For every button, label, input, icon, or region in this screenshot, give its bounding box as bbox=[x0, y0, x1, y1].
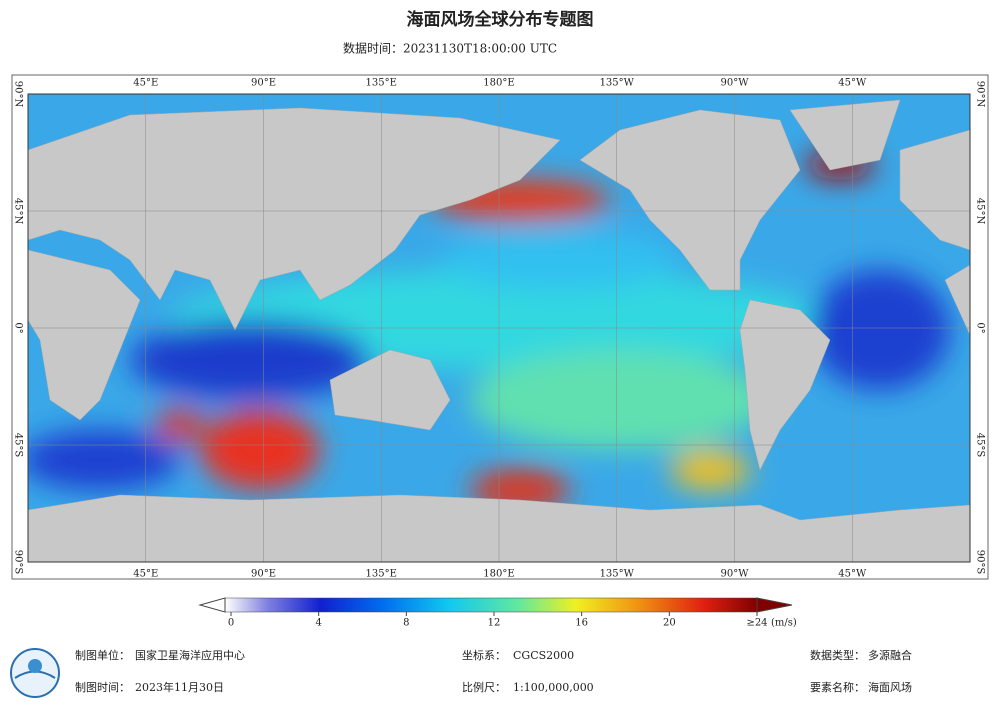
lat-label-right: 90°N bbox=[975, 81, 986, 108]
lon-label-top: 45°E bbox=[133, 78, 158, 89]
footer-label: 比例尺： bbox=[462, 680, 506, 694]
lon-label-top: 45°W bbox=[838, 78, 867, 89]
lon-label-bottom: 135°W bbox=[600, 569, 635, 580]
lat-label-right: 45°N bbox=[975, 198, 986, 225]
footer-value: 多源融合 bbox=[868, 648, 912, 662]
colorbar-tick-label: 4 bbox=[315, 618, 321, 629]
colorbar-min-arrow bbox=[198, 597, 226, 613]
colorbar-max-arrow bbox=[756, 597, 793, 613]
graticule bbox=[28, 94, 970, 562]
logo bbox=[10, 648, 60, 698]
lat-label-left: 45°S bbox=[13, 433, 24, 458]
lon-label-top: 180°E bbox=[483, 78, 514, 89]
lat-label-left: 90°N bbox=[13, 81, 24, 108]
lat-label-left: 0° bbox=[13, 322, 24, 333]
footer-value: 1:100,000,000 bbox=[513, 681, 594, 694]
lon-label-bottom: 45°E bbox=[133, 569, 158, 580]
outer-frame bbox=[11, 74, 989, 580]
lat-label-right: 45°S bbox=[975, 433, 986, 458]
footer-value: CGCS2000 bbox=[513, 649, 574, 662]
colorbar-unit: (m/s) bbox=[771, 618, 797, 629]
lat-label-left: 90°S bbox=[13, 550, 24, 575]
footer-value: 2023年11月30日 bbox=[135, 680, 224, 694]
lon-label-top: 90°W bbox=[720, 78, 749, 89]
map-labels: 45°E 45°E 90°E 90°E 135°E 135°E 180°E 180°E 135°… bbox=[13, 78, 986, 580]
map-body bbox=[28, 94, 970, 562]
footer-label: 数据类型： bbox=[810, 648, 865, 662]
lat-label-right: 0° bbox=[975, 322, 986, 333]
footer-label: 制图时间： bbox=[75, 681, 130, 694]
footer-label: 制图单位： bbox=[75, 648, 130, 662]
colorbar-tick-label: ≥24 bbox=[746, 618, 767, 629]
colorbar-tick-label: 0 bbox=[228, 618, 234, 629]
colorbar-tick-label: 20 bbox=[663, 618, 676, 629]
colorbar-ticks: 0 4 8 12 16 20 ≥24 (m/s) bbox=[228, 612, 797, 629]
lon-label-bottom: 45°W bbox=[838, 569, 867, 580]
title: 海面风场全球分布专题图 bbox=[407, 9, 594, 30]
colorbar-tick-label: 16 bbox=[575, 618, 588, 629]
lat-label-left: 45°N bbox=[13, 198, 24, 225]
footer-label: 坐标系： bbox=[462, 648, 506, 662]
lon-label-bottom: 90°W bbox=[720, 569, 749, 580]
lon-label-top: 135°E bbox=[366, 78, 397, 89]
map-frame bbox=[27, 93, 971, 563]
footer-value: 国家卫星海洋应用中心 bbox=[135, 648, 245, 662]
colorbar-tick-label: 8 bbox=[403, 618, 409, 629]
lon-label-bottom: 90°E bbox=[251, 569, 276, 580]
footer-value: 海面风场 bbox=[868, 680, 912, 694]
lon-label-bottom: 180°E bbox=[483, 569, 514, 580]
lon-label-top: 90°E bbox=[251, 78, 276, 89]
lat-label-right: 90°S bbox=[975, 550, 986, 575]
lon-label-bottom: 135°E bbox=[366, 569, 397, 580]
colorbar-tick-label: 12 bbox=[488, 618, 501, 629]
footer-label: 要素名称： bbox=[810, 680, 865, 694]
lon-label-top: 135°W bbox=[600, 78, 635, 89]
subtitle: 数据时间：20231130T18:00:00 UTC bbox=[343, 41, 557, 56]
colorbar bbox=[224, 597, 758, 613]
